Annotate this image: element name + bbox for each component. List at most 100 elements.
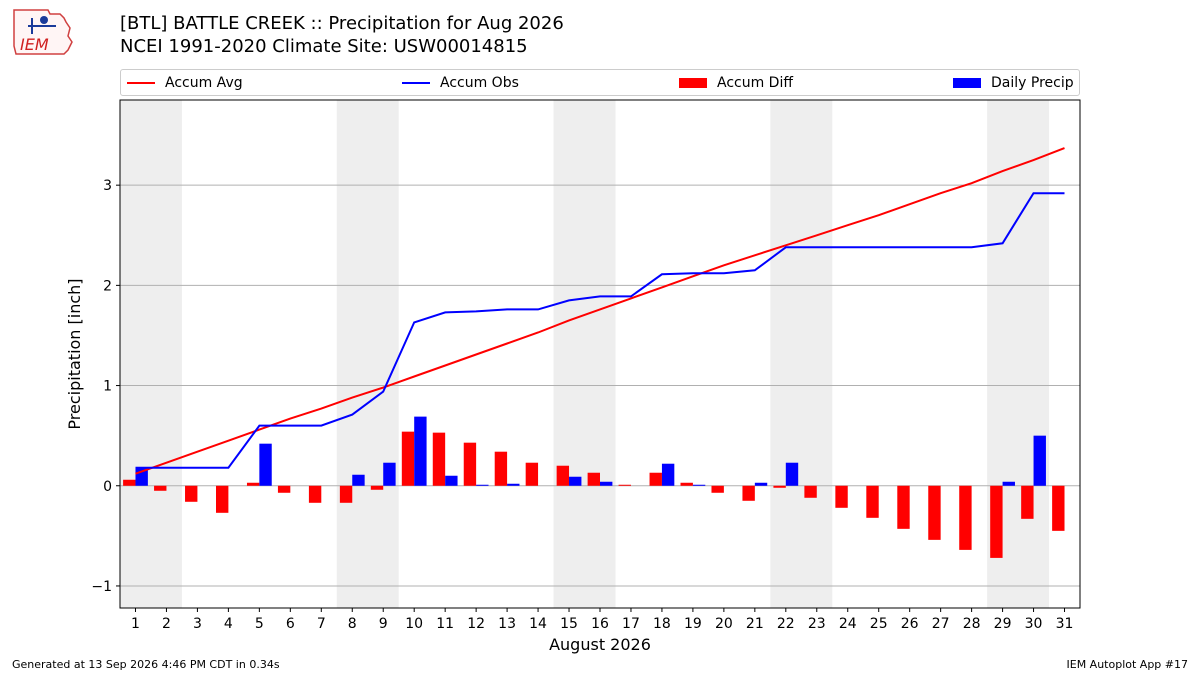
x-tick-label: 5 [255,616,264,632]
x-tick-label: 1 [131,616,140,632]
x-tick-label: 20 [715,616,733,632]
accum-diff-bar [246,482,260,486]
accum-diff-bar [401,431,415,486]
accum-diff-bar [463,442,477,486]
accum-avg-line [135,147,1065,475]
accum-diff-bar [587,472,600,486]
x-tick-label: 3 [193,616,202,632]
x-tick-label: 6 [286,616,295,632]
x-tick-label: 26 [901,616,919,632]
accum-diff-bar [1021,485,1034,519]
x-tick-label: 14 [529,616,547,632]
accum-diff-bar [123,479,136,486]
lines [135,147,1065,475]
accum-diff-bar [804,485,817,498]
weekend-band [336,100,399,608]
accum-diff-bar [308,485,322,503]
x-tick-label: 28 [963,616,981,632]
x-tick-label: 13 [498,616,516,632]
accum-diff-bar [339,485,353,503]
x-tick-label: 31 [1056,616,1074,632]
weekend-band [120,100,182,608]
daily-precip-bar [445,475,458,486]
daily-precip-bar [507,483,520,486]
legend-swatch-accum-diff [679,77,707,88]
legend-label-accum-diff: Accum Diff [717,74,794,91]
x-tick-label: 30 [1025,616,1043,632]
gridlines [120,184,1080,587]
x-tick-label: 21 [746,616,764,632]
daily-precip-bar [600,481,613,486]
daily-precip-bar [661,463,675,486]
x-tick-label: 24 [839,616,857,632]
accum-diff-bar [370,485,384,490]
y-axis-ticks: −1 0 1 2 3 [91,178,120,595]
x-tick-label: 19 [684,616,702,632]
accum-diff-bar [556,465,570,486]
x-tick-label: 7 [317,616,326,632]
y-tick-label: −1 [91,579,112,595]
accum-diff-bar [649,472,662,486]
daily-precip-bar [692,484,706,486]
x-tick-label: 15 [560,616,578,632]
chart-title-line1: [BTL] BATTLE CREEK :: Precipitation for … [120,13,564,34]
iem-logo: IEM [13,9,73,55]
legend-label-daily-precip: Daily Precip [991,74,1074,91]
accum-diff-bar [959,485,972,550]
x-tick-label: 16 [591,616,609,632]
bars [123,416,1065,558]
y-tick-label: 0 [103,479,112,495]
x-tick-label: 11 [436,616,454,632]
legend-item-accum-obs: Accum Obs [402,70,519,95]
x-axis-label: August 2026 [549,635,651,654]
x-tick-label: 17 [622,616,640,632]
accum-diff-bar [432,432,446,486]
x-tick-label: 27 [932,616,950,632]
accum-diff-bar [154,485,167,491]
accum-diff-bar [835,485,848,508]
weekend-band [770,100,833,608]
legend-item-accum-diff: Accum Diff [679,70,793,95]
legend-label-accum-obs: Accum Obs [440,74,519,91]
daily-precip-bar [259,443,272,486]
daily-precip-bar [476,484,489,486]
chart-title-line2: NCEI 1991-2020 Climate Site: USW00014815 [120,36,528,57]
daily-precip-bar [383,462,396,486]
daily-precip-bar [785,462,799,486]
chart-legend: Accum Avg Accum Obs Accum Diff Daily Pre… [120,69,1080,96]
accum-diff-bar [773,485,786,488]
accum-diff-bar [742,485,755,501]
daily-precip-bar [1033,435,1046,486]
y-tick-label: 1 [103,379,112,395]
accum-diff-bar [897,485,910,529]
daily-precip-bar [414,416,427,486]
legend-swatch-daily-precip [953,77,981,88]
legend-label-accum-avg: Accum Avg [165,74,243,91]
x-tick-label: 8 [348,616,357,632]
legend-item-accum-avg: Accum Avg [127,70,243,95]
y-tick-label: 3 [103,178,112,194]
accum-diff-bar [618,484,631,486]
x-tick-label: 12 [467,616,485,632]
accum-diff-bar [680,482,693,486]
accum-diff-bar [216,485,229,513]
x-axis-ticks: 1 2 3 4 5 6 7 8 9 10 11 12 13 14 15 16 17 18 19 20 21 22 23 24 2… [131,608,1073,632]
accum-diff-bar [711,485,724,493]
accum-diff-bar [990,485,1003,558]
weekend-band [553,100,616,608]
x-tick-label: 18 [653,616,671,632]
x-tick-label: 23 [808,616,826,632]
weekend-shading [120,100,1050,608]
y-axis-label: Precipitation [inch] [65,278,84,429]
x-tick-label: 10 [405,616,423,632]
accum-diff-bar [525,462,539,486]
daily-precip-bar [754,482,768,486]
legend-swatch-accum-obs [402,81,430,84]
legend-swatch-accum-avg [127,81,155,84]
y-tick-label: 2 [103,278,112,294]
accum-diff-bar [494,451,508,486]
svg-text:IEM: IEM [20,35,49,54]
x-tick-label: 25 [870,616,888,632]
accum-obs-line [135,192,1065,469]
